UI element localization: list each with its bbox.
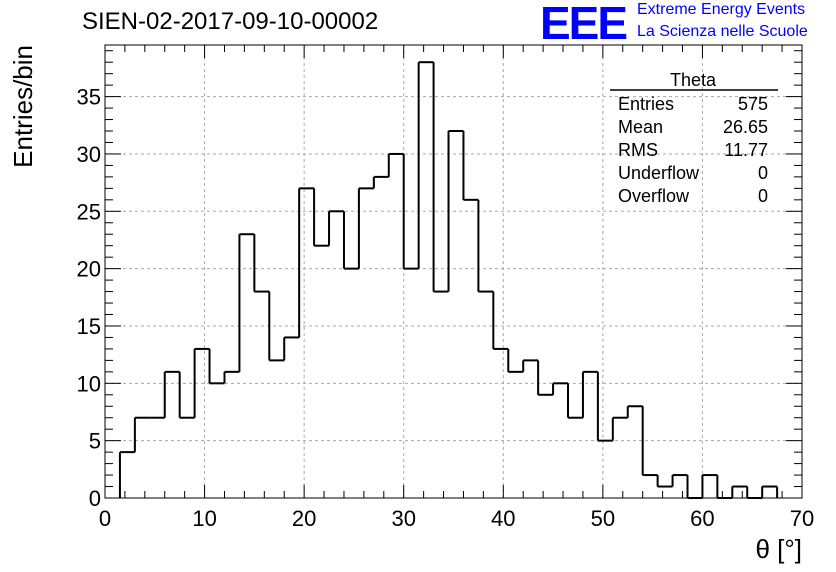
- plot-frame: [104, 44, 803, 499]
- stats-row-label: Underflow: [618, 163, 700, 183]
- axis-tick-labels: 0 10 20 30 40 50 60 70 0 5 10 15 20 25 30 35: [77, 85, 815, 531]
- plot-title: SIEN-02-2017-09-10-00002: [82, 8, 379, 35]
- x-axis-label: θ [°]: [755, 534, 802, 564]
- y-tick-label: 35: [77, 85, 101, 110]
- stats-title: Theta: [670, 70, 717, 90]
- stats-box: Theta Entries 575 Mean 26.65 RMS 11.77 Underfl…: [610, 70, 778, 206]
- x-tick-label: 40: [491, 506, 515, 531]
- x-tick-label: 10: [192, 506, 216, 531]
- x-tick-label: 60: [690, 506, 714, 531]
- x-tick-label: 30: [391, 506, 415, 531]
- stats-row-label: Overflow: [618, 186, 690, 206]
- x-tick-label: 0: [99, 506, 111, 531]
- histogram-series: [118, 61, 779, 499]
- axis-ticks: [104, 45, 803, 499]
- y-axis-label: Entries/bin: [8, 45, 38, 168]
- y-tick-label: 30: [77, 142, 101, 167]
- stats-row-label: Entries: [618, 94, 674, 114]
- stats-row-value: 575: [738, 94, 768, 114]
- y-tick-label: 0: [89, 486, 101, 511]
- logo-subtitle-line1: Extreme Energy Events: [637, 1, 806, 18]
- grid: [105, 45, 802, 498]
- x-tick-label: 50: [591, 506, 615, 531]
- y-tick-label: 5: [89, 429, 101, 454]
- y-tick-label: 25: [77, 199, 101, 224]
- stats-row-value: 0: [758, 186, 768, 206]
- stats-row-value: 0: [758, 163, 768, 183]
- stats-row-label: RMS: [618, 140, 658, 160]
- stats-row-value: 26.65: [723, 117, 768, 137]
- stats-row-value: 11.77: [724, 140, 768, 160]
- x-tick-label: 20: [292, 506, 316, 531]
- eee-logo: EEE: [540, 0, 628, 49]
- y-tick-label: 10: [77, 371, 101, 396]
- x-tick-label: 70: [790, 506, 814, 531]
- logo-subtitle-line2: La Scienza nelle Scuole: [637, 23, 808, 40]
- stats-row-label: Mean: [618, 117, 663, 137]
- y-tick-label: 20: [77, 257, 101, 282]
- y-tick-label: 15: [77, 314, 101, 339]
